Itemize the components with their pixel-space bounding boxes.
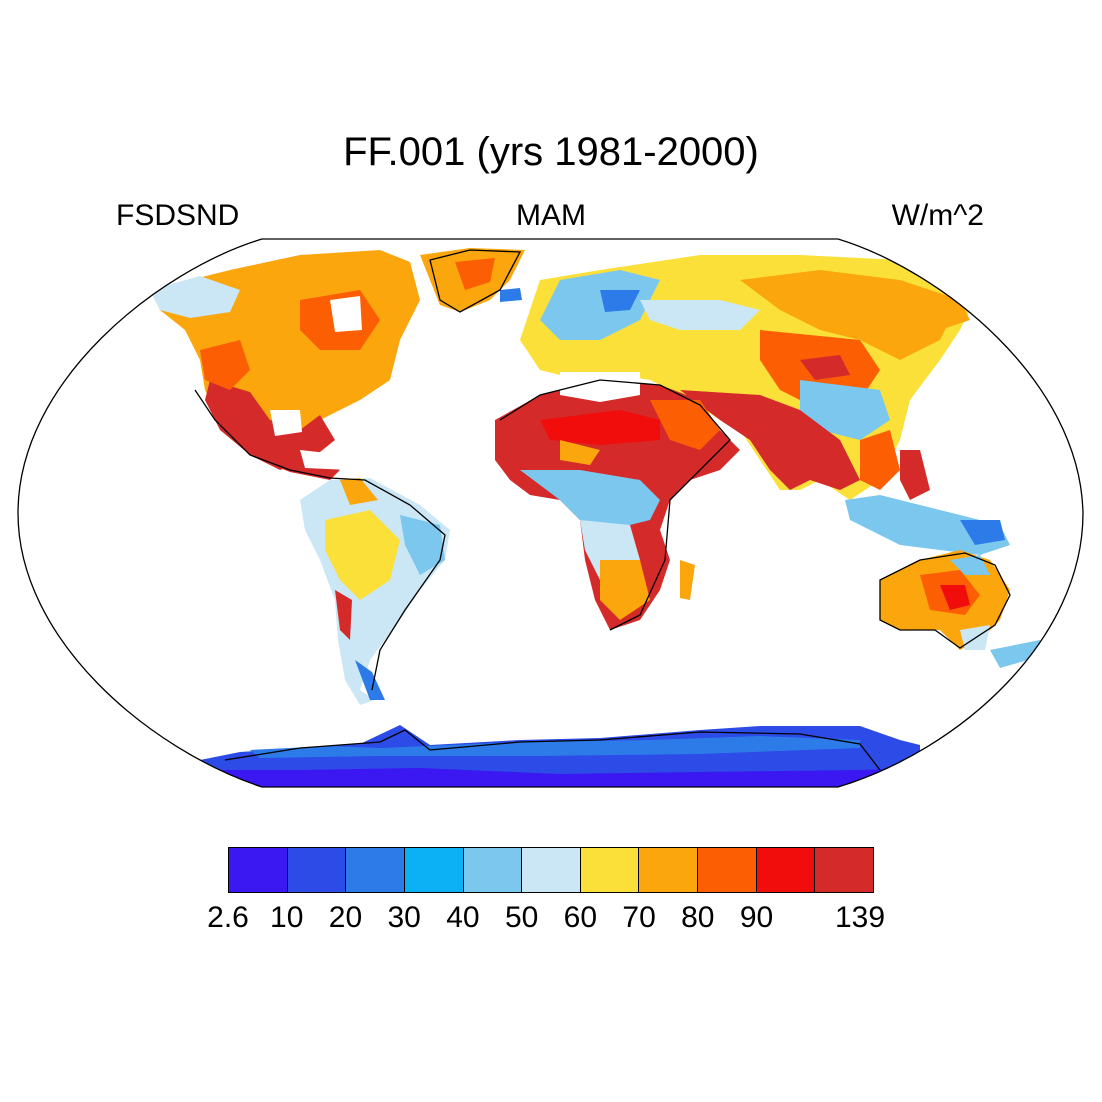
colorbar-swatch [229,848,288,892]
lake-gaps [270,296,640,470]
north-america-region [150,250,420,480]
map-border [17,238,1084,788]
colorbar-swatch [522,848,581,892]
africa-region [495,380,740,630]
coastlines [194,249,1011,771]
colorbar [228,847,874,893]
colorbar-tick-label: 139 [834,901,886,934]
colorbar-tick-label: 60 [563,901,598,934]
colorbar-swatch [580,848,640,892]
plot-title: FF.001 (yrs 1981-2000) [343,130,759,174]
antarctica-region [200,725,920,787]
colorbar-tick-label: 90 [739,901,774,934]
colorbar-swatch [346,848,405,892]
colorbar-swatch [815,848,874,892]
colorbar-tick-label: 40 [446,901,480,934]
colorbar-tick-label: 80 [681,901,715,934]
colorbar-swatch [404,848,464,892]
colorbar-tick-label: 20 [328,901,363,934]
season-label: MAM [516,199,586,232]
units-label: W/m^2 [891,199,984,232]
colorbar-swatch [463,848,523,892]
colorbar-tick-label: 50 [504,901,539,934]
eurasia-region [520,255,980,500]
colorbar-swatch [698,848,757,892]
colorbar-tick-label: 30 [387,901,421,934]
se-asia-region [845,450,1010,555]
australia-region [880,550,1045,668]
colorbar-swatch [639,848,699,892]
south-america-region [300,478,450,705]
colorbar-tick-label: 2.6 [207,901,249,934]
greenland-region [420,248,525,312]
colorbar-swatch [756,848,816,892]
variable-label: FSDSND [116,199,240,232]
colorbar-tick-label: 70 [622,901,656,934]
colorbar-tick-label: 10 [270,901,304,934]
colorbar-swatch [287,848,347,892]
